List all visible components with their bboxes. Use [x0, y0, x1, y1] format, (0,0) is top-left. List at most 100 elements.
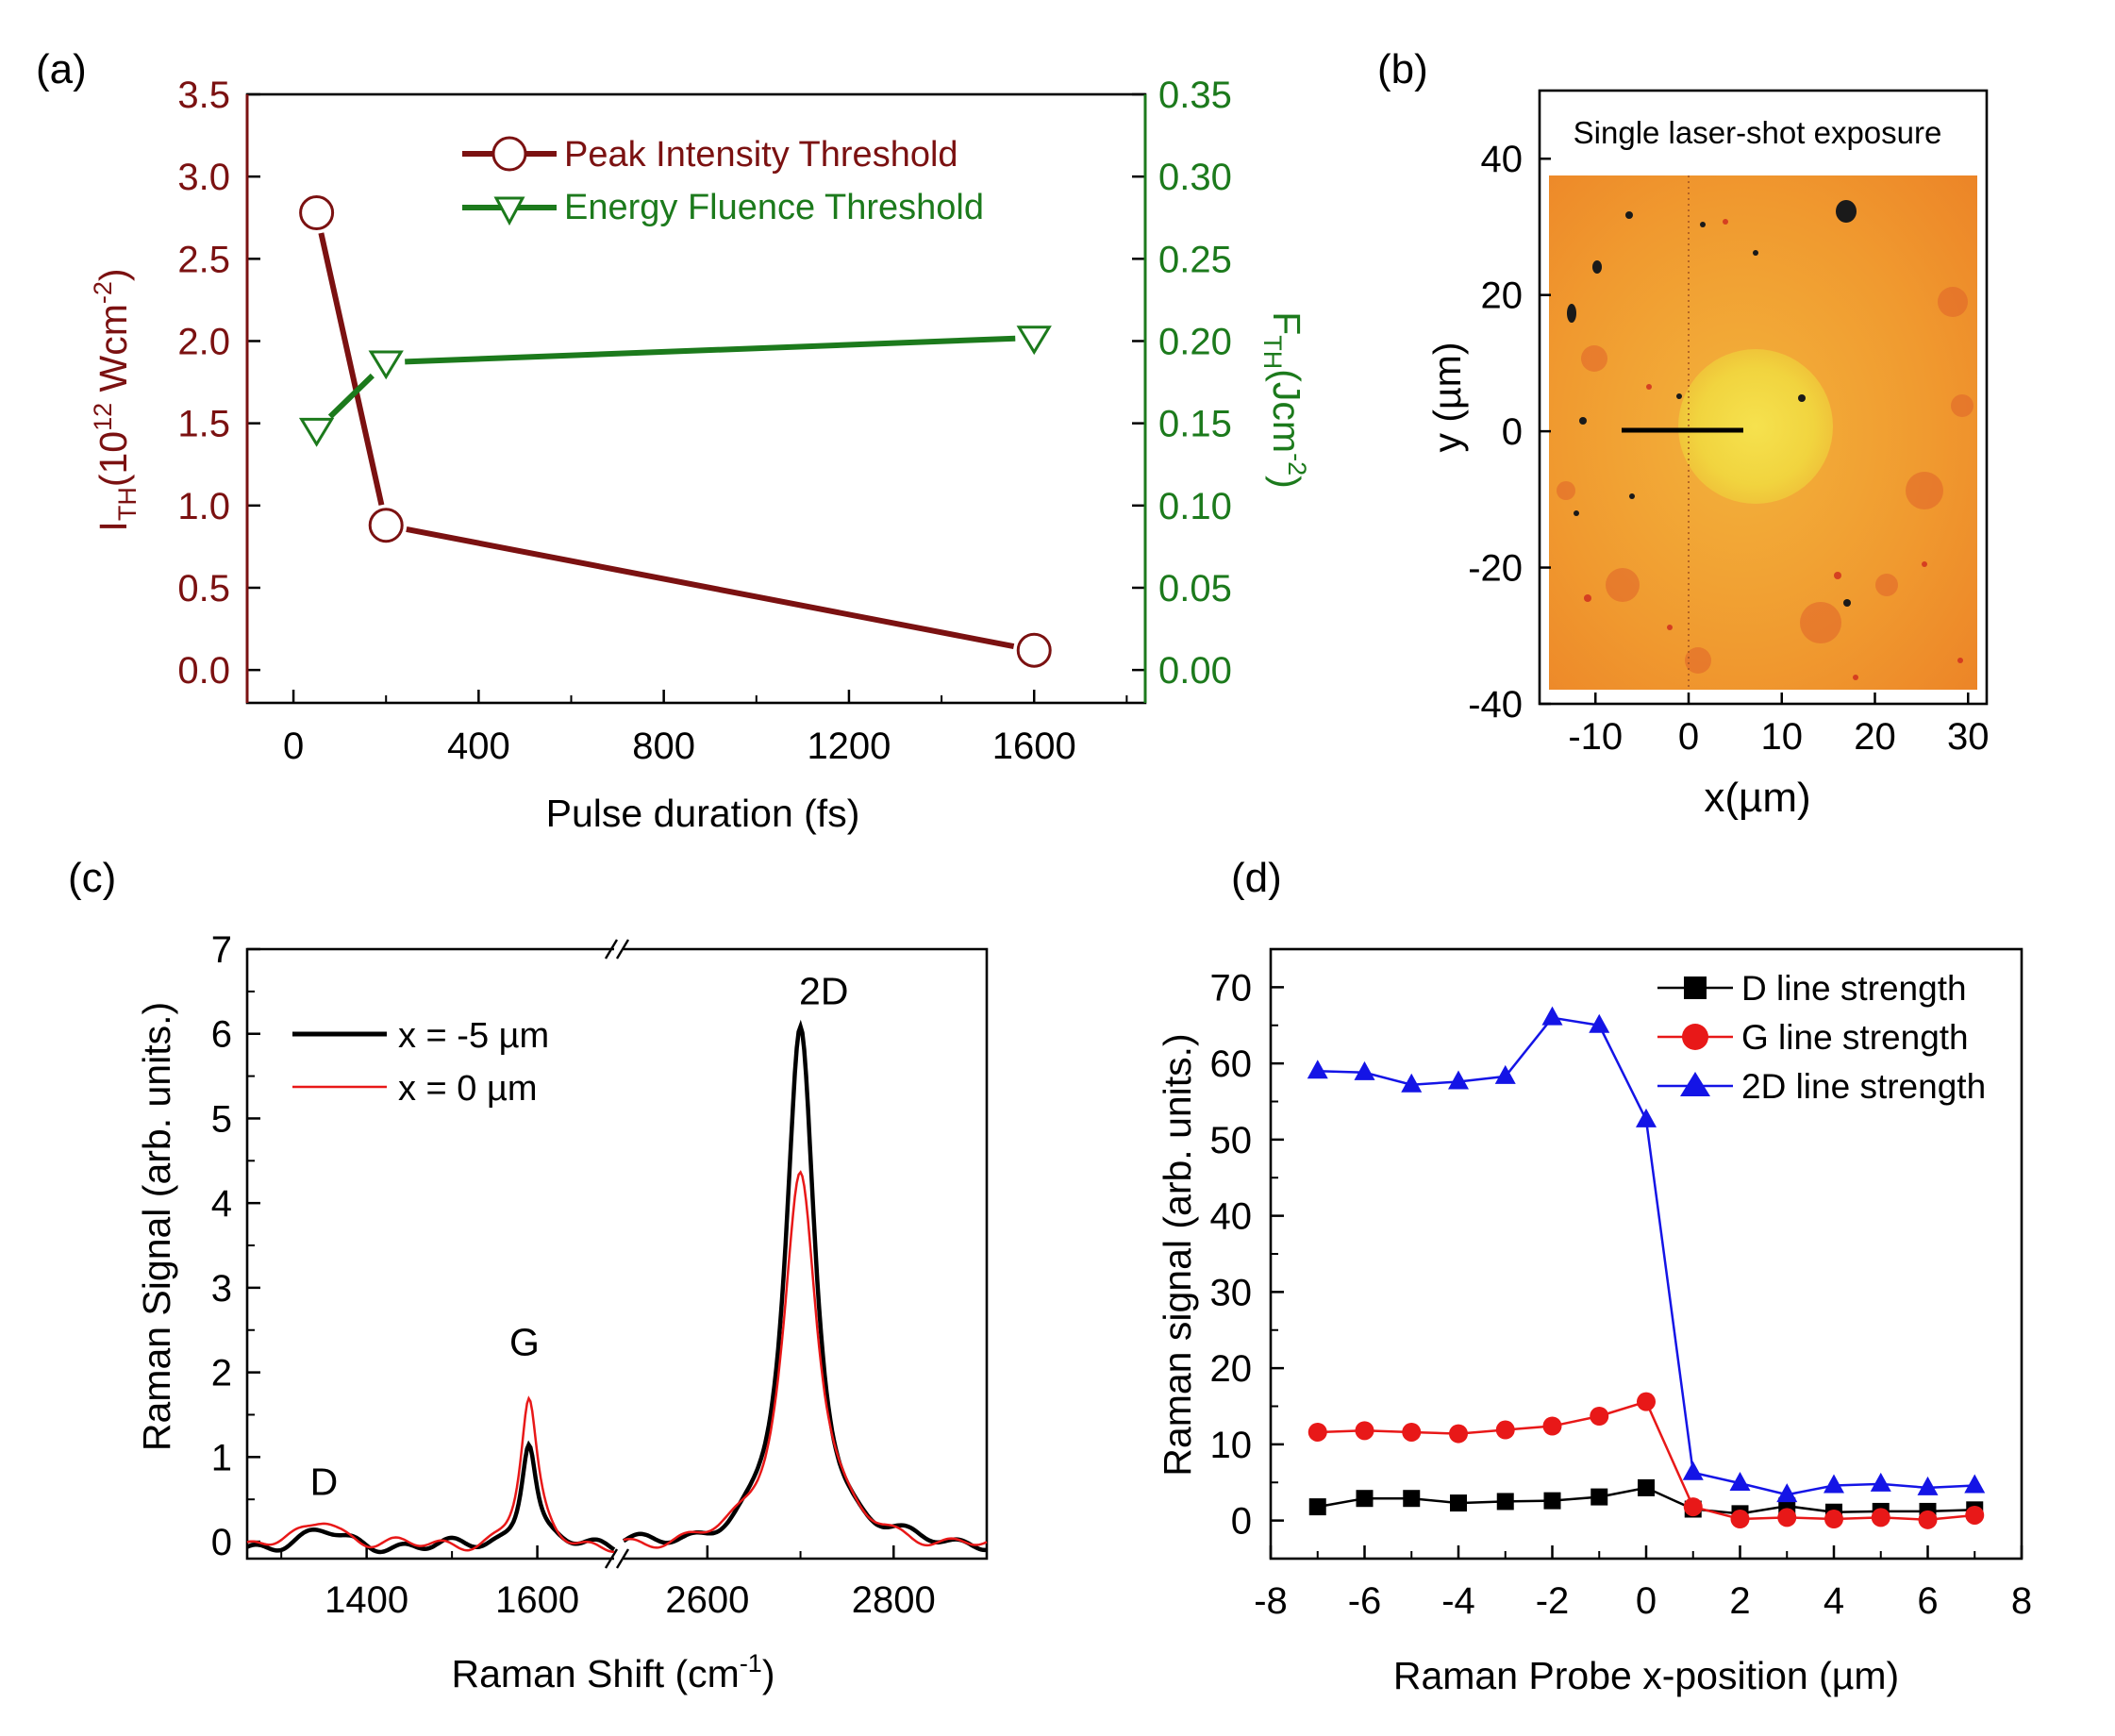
d-line-point — [1356, 1490, 1374, 1508]
2d-line-point — [1541, 1006, 1563, 1026]
panel-a: (a) 0.0 0.5 1.0 1.5 2.0 2.5 3.0 3.5 0.00 0.05 0.1… — [36, 46, 1311, 835]
fluence-point — [1016, 326, 1052, 356]
g-line-point — [1449, 1424, 1468, 1444]
intensity-point — [368, 508, 404, 543]
panel-c-xlabel: Raman Shift (cm-1) — [452, 1649, 775, 1695]
peak-label-d: D — [310, 1461, 339, 1504]
tick-label-y-right: 0.05 — [1158, 568, 1232, 609]
ablation-spot — [1678, 349, 1833, 504]
d-line-point — [1403, 1490, 1421, 1508]
tick-label-y-left: 0.0 — [177, 650, 230, 692]
panel-a-x-axis: 0 400 800 1200 1600 — [283, 690, 1128, 767]
g-line-point — [1918, 1510, 1938, 1529]
d-line-point — [1638, 1478, 1655, 1496]
tick-label-y-left: 1.5 — [177, 404, 230, 445]
tick-label-x: 0 — [283, 726, 304, 767]
intensity-point — [299, 195, 335, 231]
panel-a-xlabel: Pulse duration (fs) — [546, 792, 860, 835]
2d-line-point — [1494, 1064, 1516, 1084]
2d-line-point — [1682, 1461, 1704, 1480]
panel-b-xlabel: x(µm) — [1704, 775, 1810, 821]
spectrum-line-right — [622, 1019, 988, 1553]
legend-label-intensity: Peak Intensity Threshold — [564, 135, 958, 175]
tick-label-y: 0 — [1231, 1501, 1252, 1543]
tick-label-x: 2600 — [665, 1579, 749, 1621]
d-line-point — [1496, 1493, 1514, 1511]
tick-label-y-right: 0.30 — [1158, 157, 1232, 198]
tick-label-x: -8 — [1254, 1580, 1288, 1622]
tick-label-y: 40 — [1210, 1196, 1253, 1238]
panel-b-ylabel: y (µm) — [1425, 342, 1469, 453]
panel-a-ylabel-right: FTH(Jcm-2) — [1258, 311, 1311, 489]
spectrum-line-left — [246, 1440, 616, 1555]
panel-c-axes: 0 1 2 3 4 5 6 7 1400 1600 2600 2800 — [211, 929, 988, 1621]
tick-label-x: 0 — [1678, 716, 1699, 758]
2d-line-point — [1776, 1483, 1798, 1503]
tick-label-y: 70 — [1210, 967, 1253, 1009]
peak-label-g: G — [509, 1321, 540, 1364]
g-line-point — [1965, 1505, 1985, 1525]
tick-label-y: 7 — [211, 929, 232, 971]
panel-c-legend: x = -5 µm x = 0 µm — [292, 1016, 549, 1109]
2d-line-point — [1636, 1108, 1657, 1127]
tick-label-x: 10 — [1761, 716, 1804, 758]
panel-c-label: (c) — [68, 855, 116, 901]
fluence-point — [368, 350, 404, 380]
tick-label-y: 0 — [211, 1522, 232, 1563]
tick-label-x: 400 — [447, 726, 510, 767]
fluence-segment — [327, 373, 375, 419]
legend-item-fluence: Energy Fluence Threshold — [462, 188, 984, 227]
d-line-point — [1543, 1492, 1561, 1510]
panel-b-frame — [1538, 89, 1989, 706]
panel-b: (b) — [1377, 46, 1990, 821]
image-title: Single laser-shot exposure — [1574, 115, 1942, 150]
2d-line-point — [1917, 1476, 1939, 1495]
tick-label-x: -6 — [1348, 1580, 1382, 1622]
tick-label-y-left: 3.5 — [177, 75, 230, 116]
tick-label-x: 8 — [2011, 1580, 2032, 1622]
g-line-point — [1590, 1406, 1609, 1426]
2d-line-point — [1729, 1472, 1751, 1492]
g-line-point — [1542, 1416, 1562, 1436]
tick-label-x: 4 — [1824, 1580, 1844, 1622]
tick-label-y-left: 1.0 — [177, 486, 230, 527]
surface-debris — [1567, 200, 1857, 607]
tick-label-y-right: 0.25 — [1158, 239, 1232, 280]
panel-c-series — [246, 1019, 988, 1555]
tick-label-x: 1600 — [495, 1579, 579, 1621]
legend-item-intensity: Peak Intensity Threshold — [462, 135, 958, 175]
g-line-point — [1683, 1497, 1703, 1517]
tick-label-y-right: 0.20 — [1158, 321, 1232, 362]
legend-label-d: D line strength — [1741, 969, 1967, 1008]
tick-label-x: 20 — [1854, 716, 1896, 758]
tick-label-y-right: 0.10 — [1158, 486, 1232, 527]
panel-d-axes: -8 -6 -4 -2 0 2 4 6 8 0 10 20 30 40 50 60 70 — [1210, 967, 2033, 1622]
intensity-segment — [318, 232, 385, 506]
tick-label-y-left: 3.0 — [177, 157, 230, 198]
legend-label-x-minus5: x = -5 µm — [398, 1016, 549, 1056]
2d-line-point — [1307, 1060, 1328, 1079]
peak-label-2d: 2D — [799, 969, 848, 1012]
tick-label-x: 30 — [1947, 716, 1990, 758]
g-line-point — [1402, 1422, 1422, 1442]
d-line-point — [1450, 1494, 1467, 1512]
tick-label-y: 5 — [211, 1098, 232, 1140]
2d-line-point — [1870, 1472, 1891, 1492]
panel-a-label: (a) — [36, 46, 87, 92]
tick-label-y-left: 0.5 — [177, 568, 230, 609]
panel-a-series — [298, 195, 1052, 668]
intensity-point — [1016, 632, 1052, 668]
tick-label-y-right: 0.15 — [1158, 404, 1232, 445]
spectrum-line-right — [623, 1170, 988, 1549]
g-line-point — [1824, 1510, 1843, 1529]
panel-c-frame — [245, 939, 989, 1569]
tick-label-y-right: 0.35 — [1158, 75, 1232, 116]
tick-label-x: 1600 — [992, 726, 1076, 767]
tick-label-y: 20 — [1481, 275, 1524, 317]
legend-label-x-0: x = 0 µm — [398, 1069, 538, 1109]
panel-b-label: (b) — [1377, 46, 1428, 92]
tick-label-y-left: 2.5 — [177, 239, 230, 280]
2d-line-point — [1964, 1474, 1986, 1494]
2d-line-point — [1401, 1073, 1423, 1093]
tick-label-y: 50 — [1210, 1120, 1253, 1161]
